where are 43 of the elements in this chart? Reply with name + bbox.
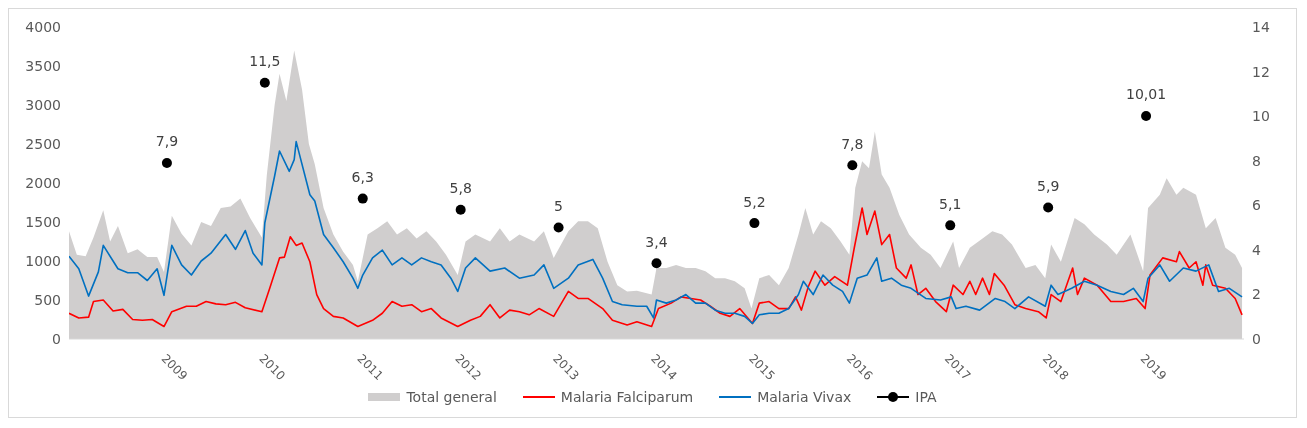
point bbox=[749, 218, 760, 229]
y2-tick-label: 4 bbox=[1252, 241, 1261, 258]
data-label: 5,2 bbox=[743, 193, 766, 210]
y2-tick-label: 12 bbox=[1252, 63, 1270, 80]
y2-tick-label: 6 bbox=[1252, 197, 1261, 214]
data-label: 7,8 bbox=[841, 135, 864, 152]
y-tick-label: 2000 bbox=[25, 174, 61, 191]
y-tick-label: 500 bbox=[34, 291, 61, 308]
data-label: 11,5 bbox=[249, 53, 281, 70]
y-tick-label: 3000 bbox=[25, 96, 61, 113]
data-label: 10,01 bbox=[1126, 86, 1167, 103]
data-label: 5,9 bbox=[1037, 178, 1060, 194]
y-tick-label: 1500 bbox=[25, 213, 61, 230]
point bbox=[847, 160, 858, 171]
point bbox=[259, 77, 270, 88]
point bbox=[1043, 202, 1054, 213]
data-label: 5 bbox=[554, 198, 564, 215]
point bbox=[1141, 110, 1152, 121]
point bbox=[455, 204, 466, 215]
legend-label: Total general bbox=[406, 389, 497, 405]
data-label: 7,9 bbox=[155, 133, 179, 150]
data-label: 5,1 bbox=[939, 195, 962, 212]
y2-tick-label: 8 bbox=[1252, 152, 1261, 169]
y2-tick-label: 10 bbox=[1252, 108, 1270, 125]
y2-tick-label: 2 bbox=[1252, 286, 1261, 303]
data-label: 6,3 bbox=[351, 169, 374, 186]
data-label: 5,8 bbox=[449, 180, 472, 197]
legend-label: Malaria Vivax bbox=[757, 389, 852, 405]
point bbox=[357, 193, 368, 204]
point bbox=[945, 220, 956, 231]
point bbox=[651, 258, 662, 269]
y2-tick-label: 0 bbox=[1252, 330, 1261, 347]
y-tick-label: 2500 bbox=[25, 135, 61, 152]
y-tick-label: 1000 bbox=[25, 252, 61, 269]
data-label: 3,4 bbox=[645, 233, 668, 250]
y-tick-label: 0 bbox=[52, 330, 61, 347]
legend-label: IPA bbox=[915, 389, 937, 405]
y2-tick-label: 14 bbox=[1252, 18, 1270, 35]
point bbox=[161, 157, 172, 168]
legend-label: Malaria Falciparum bbox=[560, 389, 694, 405]
y-tick-label: 3500 bbox=[25, 57, 61, 74]
y-tick-label: 4000 bbox=[25, 18, 61, 35]
point bbox=[553, 222, 564, 233]
